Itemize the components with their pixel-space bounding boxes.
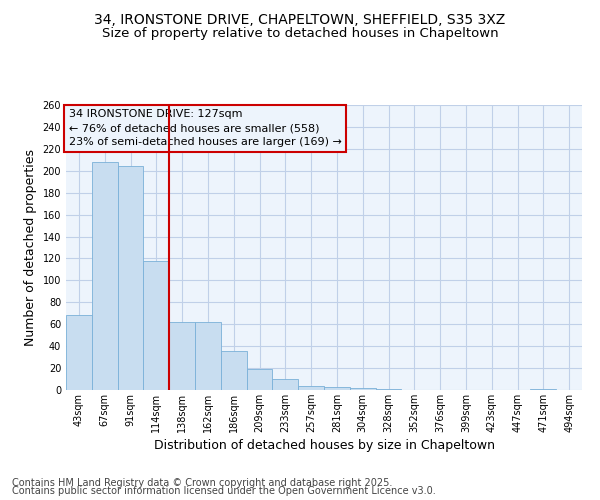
Bar bbox=[66, 316, 92, 390]
Bar bbox=[247, 369, 272, 390]
Bar bbox=[143, 260, 169, 390]
Text: Contains public sector information licensed under the Open Government Licence v3: Contains public sector information licen… bbox=[12, 486, 436, 496]
Bar bbox=[298, 386, 324, 390]
Bar bbox=[118, 166, 143, 390]
Bar bbox=[169, 322, 195, 390]
Bar bbox=[195, 322, 221, 390]
Text: Size of property relative to detached houses in Chapeltown: Size of property relative to detached ho… bbox=[101, 28, 499, 40]
X-axis label: Distribution of detached houses by size in Chapeltown: Distribution of detached houses by size … bbox=[154, 439, 494, 452]
Bar bbox=[221, 350, 247, 390]
Text: 34 IRONSTONE DRIVE: 127sqm
← 76% of detached houses are smaller (558)
23% of sem: 34 IRONSTONE DRIVE: 127sqm ← 76% of deta… bbox=[68, 110, 341, 148]
Bar bbox=[92, 162, 118, 390]
Bar bbox=[272, 379, 298, 390]
Y-axis label: Number of detached properties: Number of detached properties bbox=[24, 149, 37, 346]
Bar bbox=[376, 389, 401, 390]
Bar bbox=[350, 388, 376, 390]
Bar bbox=[324, 386, 350, 390]
Text: 34, IRONSTONE DRIVE, CHAPELTOWN, SHEFFIELD, S35 3XZ: 34, IRONSTONE DRIVE, CHAPELTOWN, SHEFFIE… bbox=[94, 12, 506, 26]
Bar bbox=[530, 389, 556, 390]
Text: Contains HM Land Registry data © Crown copyright and database right 2025.: Contains HM Land Registry data © Crown c… bbox=[12, 478, 392, 488]
